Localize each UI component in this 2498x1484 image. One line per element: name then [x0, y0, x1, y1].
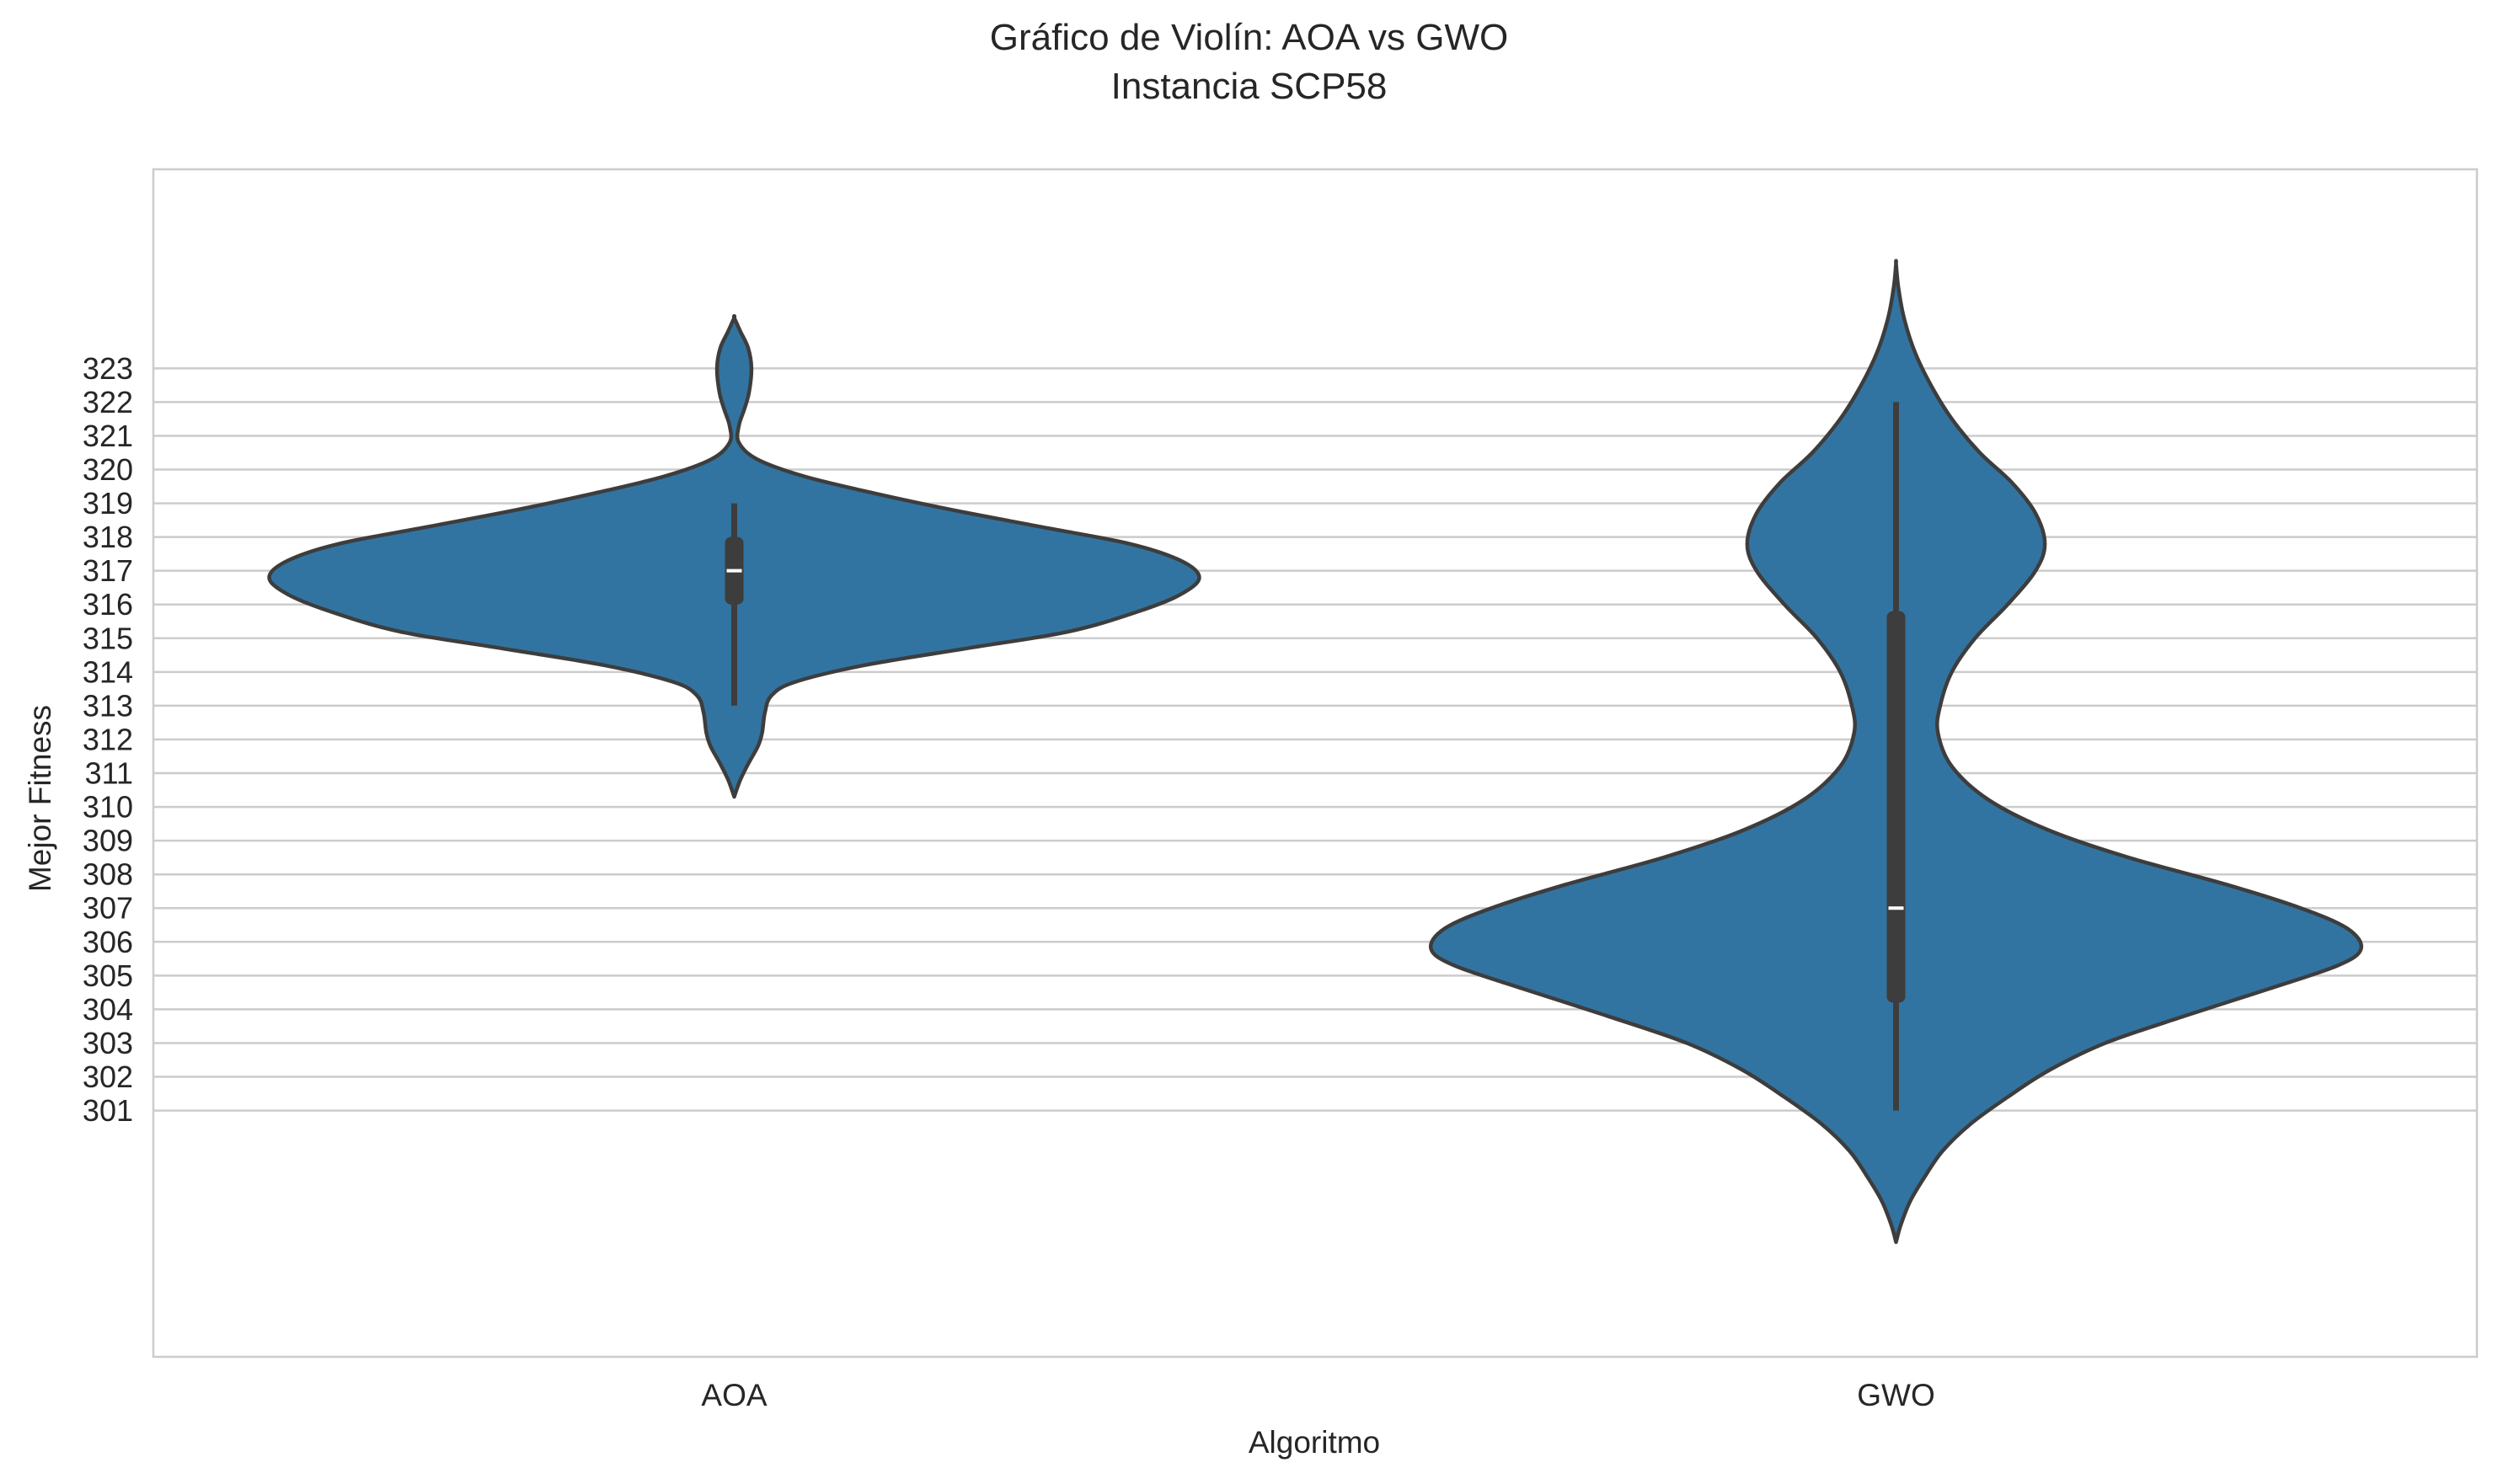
- y-tick-label: 308: [83, 857, 133, 892]
- y-tick-label: 302: [83, 1060, 133, 1094]
- y-tick-label: 320: [83, 452, 133, 487]
- y-tick-label: 313: [83, 688, 133, 723]
- y-tick-label: 321: [83, 419, 133, 453]
- chart-title: Gráfico de Violín: AOA vs GWO: [989, 17, 1509, 58]
- y-tick-label: 312: [83, 722, 133, 756]
- y-tick-label: 310: [83, 790, 133, 825]
- y-tick-label: 306: [83, 925, 133, 959]
- y-tick-label: 309: [83, 824, 133, 858]
- y-tick-label: 305: [83, 958, 133, 993]
- y-tick-label: 322: [83, 385, 133, 419]
- iqr-box-gwo: [1886, 611, 1906, 1003]
- y-tick-label: 304: [83, 992, 133, 1027]
- y-tick-label: 315: [83, 621, 133, 655]
- y-tick-label: 317: [83, 553, 133, 588]
- y-tick-label: 311: [85, 756, 133, 791]
- y-tick-label: 301: [83, 1093, 133, 1128]
- y-tick-label: 318: [83, 520, 133, 554]
- y-tick-label: 314: [83, 654, 133, 689]
- y-tick-label: 303: [83, 1026, 133, 1060]
- y-tick-label: 323: [83, 351, 133, 386]
- x-axis-title: Algoritmo: [1248, 1425, 1381, 1460]
- x-tick-label: AOA: [701, 1378, 767, 1412]
- chart-subtitle: Instancia SCP58: [1110, 66, 1388, 107]
- plot-frame: [152, 168, 2479, 1359]
- x-tick-label: GWO: [1857, 1378, 1934, 1412]
- y-tick-label: 316: [83, 587, 133, 622]
- y-tick-label: 307: [83, 891, 133, 926]
- y-axis-title: Mejor Fitness: [23, 704, 57, 893]
- y-tick-label: 319: [83, 486, 133, 520]
